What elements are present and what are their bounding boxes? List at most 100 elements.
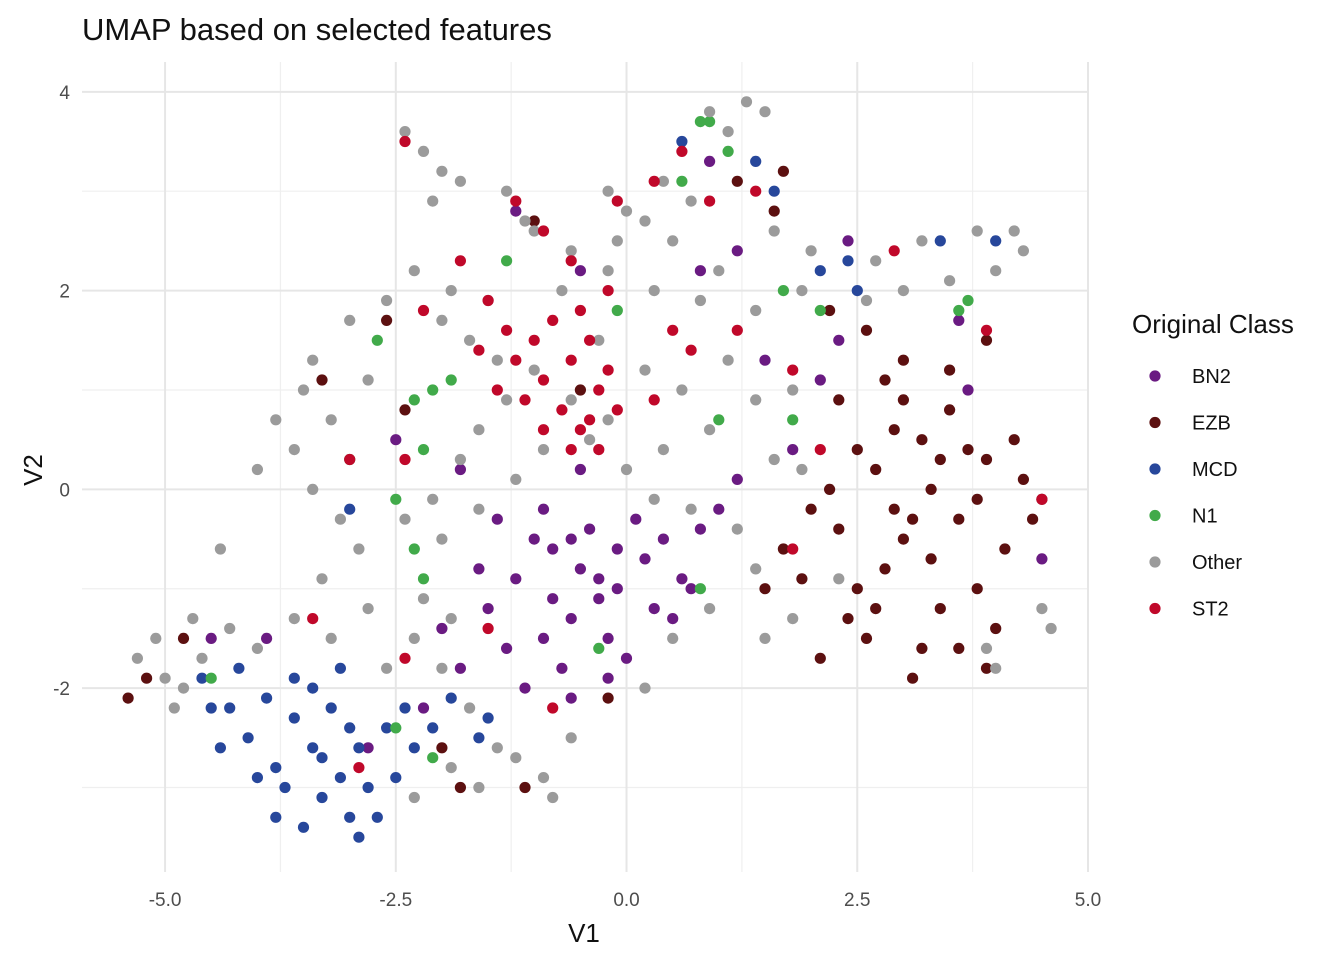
- data-point: [547, 314, 559, 326]
- data-point: [667, 235, 679, 247]
- data-point: [824, 483, 836, 495]
- data-point: [676, 573, 688, 585]
- data-point: [833, 573, 845, 585]
- data-point: [510, 205, 522, 217]
- data-point: [611, 583, 623, 595]
- data-point: [565, 394, 577, 406]
- x-axis-label: V1: [568, 918, 600, 948]
- data-point: [251, 642, 263, 655]
- data-point: [454, 453, 466, 466]
- data-point: [851, 285, 863, 297]
- data-point: [768, 225, 780, 237]
- data-point: [399, 453, 411, 466]
- data-point: [934, 603, 946, 615]
- data-point: [731, 324, 743, 336]
- data-point: [214, 742, 226, 754]
- data-point: [759, 632, 771, 645]
- data-point: [417, 702, 430, 714]
- data-point: [362, 781, 374, 794]
- data-point: [482, 712, 494, 724]
- data-point: [611, 543, 623, 555]
- data-point: [537, 503, 550, 515]
- data-point: [814, 265, 826, 277]
- data-point: [916, 434, 928, 446]
- data-point: [473, 781, 485, 794]
- data-point: [925, 483, 937, 495]
- data-point: [704, 603, 716, 615]
- data-point: [565, 245, 577, 257]
- data-point: [768, 453, 780, 466]
- data-point: [980, 642, 993, 655]
- data-point: [990, 662, 1002, 674]
- data-point: [482, 622, 494, 635]
- data-point: [962, 294, 974, 307]
- data-point: [593, 444, 605, 456]
- data-point: [307, 613, 319, 625]
- data-point: [611, 235, 623, 247]
- data-point: [750, 304, 762, 317]
- y-tick-label: -2: [53, 679, 70, 700]
- data-point: [141, 672, 153, 684]
- data-point: [445, 692, 457, 704]
- data-point: [537, 772, 550, 784]
- data-point: [325, 414, 337, 426]
- data-point: [399, 652, 411, 664]
- data-point: [814, 374, 826, 386]
- data-point: [362, 374, 374, 386]
- data-points: [122, 96, 1057, 843]
- data-point: [408, 742, 420, 754]
- data-point: [814, 304, 826, 317]
- data-point: [565, 533, 577, 545]
- data-point: [777, 285, 790, 297]
- data-point: [648, 285, 660, 297]
- data-point: [953, 314, 965, 326]
- data-point: [787, 364, 799, 376]
- legend-item-st2: ST2: [1149, 599, 1229, 621]
- data-point: [362, 603, 374, 615]
- data-point: [602, 285, 614, 297]
- data-point: [565, 613, 577, 625]
- data-point: [980, 324, 993, 336]
- data-point: [436, 662, 448, 674]
- data-point: [445, 374, 457, 386]
- data-point: [814, 652, 826, 664]
- data-point: [537, 632, 550, 645]
- data-point: [537, 374, 550, 386]
- data-point: [787, 444, 799, 456]
- data-point: [704, 424, 716, 436]
- data-point: [353, 831, 365, 843]
- data-point: [417, 573, 430, 585]
- data-point: [685, 344, 697, 356]
- data-point: [805, 245, 817, 257]
- data-point: [685, 195, 697, 207]
- data-point: [122, 692, 134, 704]
- data-point: [353, 543, 365, 555]
- data-point: [694, 265, 707, 277]
- data-point: [556, 404, 568, 416]
- data-point: [510, 354, 522, 366]
- legend-item-mcd: MCD: [1149, 459, 1238, 481]
- data-point: [879, 563, 891, 575]
- data-point: [953, 642, 965, 655]
- data-point: [1008, 225, 1020, 237]
- data-point: [547, 791, 559, 804]
- y-axis-label: V2: [18, 454, 48, 486]
- data-point: [685, 583, 697, 595]
- data-point: [777, 165, 790, 177]
- data-point: [177, 632, 190, 645]
- legend-item-ezb: EZB: [1149, 413, 1231, 435]
- legend-label: Other: [1192, 552, 1242, 574]
- data-point: [685, 503, 697, 515]
- data-point: [620, 205, 633, 217]
- data-point: [177, 682, 190, 694]
- data-point: [657, 444, 670, 456]
- data-point: [639, 553, 651, 565]
- legend-key: [1149, 509, 1161, 522]
- data-point: [436, 165, 448, 177]
- data-point: [297, 821, 310, 833]
- data-point: [491, 513, 503, 525]
- data-point: [777, 543, 790, 555]
- data-point: [870, 463, 882, 476]
- series-mcd: [196, 135, 1002, 843]
- data-point: [168, 702, 180, 714]
